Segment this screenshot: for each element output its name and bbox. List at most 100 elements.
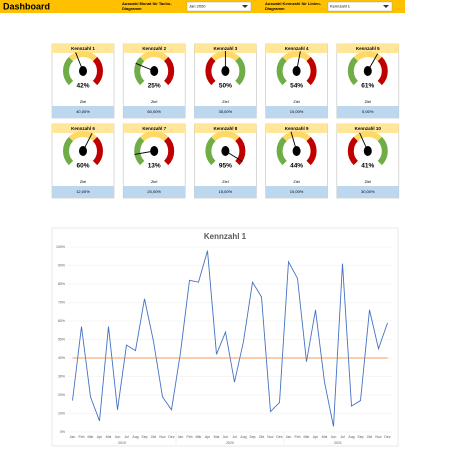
gauge-caption: Ziel — [293, 99, 300, 104]
gauge-title-bar — [265, 124, 328, 133]
x-tick-label: Aug — [348, 435, 354, 439]
y-tick-label: 10% — [58, 411, 65, 415]
gauge-target-bar — [336, 186, 399, 198]
y-tick-label: 80% — [58, 282, 65, 286]
gauge-segment — [276, 136, 287, 166]
x-tick-label: Apr — [205, 435, 211, 439]
gauge-segment — [353, 51, 382, 62]
gauge-segment — [134, 136, 145, 166]
gauge-segment — [163, 136, 175, 166]
x-tick-label: Jun — [115, 435, 121, 439]
gauge-hub — [221, 146, 230, 156]
gauge-segment — [282, 131, 311, 142]
gauge-segment — [353, 131, 382, 142]
x-tick-label: Feb — [186, 435, 192, 439]
gauge-target-bar — [123, 186, 186, 198]
x-tick-label: Jul — [340, 435, 345, 439]
gauge-title-bar — [194, 44, 257, 53]
chart-frame — [51, 227, 399, 447]
gauge-value: 41% — [361, 163, 374, 170]
x-tick-label: Aug — [132, 435, 138, 439]
dropdown-value: Kennzahl 1 — [330, 4, 351, 9]
gauge-title-bar — [265, 44, 328, 53]
gauge-hub — [221, 66, 230, 76]
x-tick-label: Jun — [223, 435, 229, 439]
x-tick-label: Jun — [331, 435, 337, 439]
gauge-segment — [92, 136, 103, 166]
gauge-target: 12,00% — [76, 189, 90, 194]
gauge-target-bar — [336, 106, 399, 118]
gauge-value: 25% — [148, 83, 161, 90]
gauge-caption: Ziel — [365, 99, 372, 104]
gauge-title: Kennzahl 1 — [71, 46, 95, 51]
dropdown[interactable] — [327, 1, 393, 12]
y-tick-label: 100% — [56, 245, 65, 249]
gauge-target-bar — [265, 106, 328, 118]
gauge-title-bar — [194, 124, 257, 133]
gauge-segment — [306, 136, 317, 166]
gauge-title: Kennzahl 7 — [142, 126, 166, 131]
gauge-value: 61% — [361, 83, 374, 90]
gauge-target: 30,00% — [361, 189, 375, 194]
gauge-target: 10,00% — [290, 189, 304, 194]
header-title: Dashboard — [3, 1, 50, 11]
gauge-title-bar — [123, 124, 186, 133]
x-tick-label: Dez — [168, 435, 174, 439]
dropdown[interactable] — [186, 1, 252, 12]
gauge-hub — [363, 146, 372, 156]
gauge-caption: Ziel — [222, 179, 229, 184]
x-tick-label: Jan — [286, 435, 292, 439]
x-tick-label: Mär — [87, 435, 94, 439]
gauge-hub — [150, 146, 159, 156]
x-tick-label: Okt — [151, 435, 156, 439]
gauge-target: 20,00% — [147, 189, 161, 194]
y-tick-label: 20% — [58, 393, 65, 397]
gauge-target-bar — [52, 186, 114, 198]
gauge-target-bar — [52, 106, 114, 118]
y-tick-label: 40% — [58, 356, 65, 360]
gauge-segment — [276, 56, 287, 86]
gauge-segment — [347, 56, 359, 86]
x-group-label: 2019 — [118, 441, 126, 445]
x-tick-label: Mär — [195, 435, 202, 439]
x-tick-label: Sep — [357, 435, 363, 439]
gauge-segment — [347, 136, 359, 166]
x-tick-label: Sep — [249, 435, 255, 439]
gauge-segment — [163, 56, 175, 86]
y-tick-label: 70% — [58, 300, 65, 304]
gauge-title-bar — [52, 124, 114, 133]
x-tick-label: Apr — [313, 435, 319, 439]
gauge-card — [194, 123, 257, 199]
gauge-segment — [211, 131, 240, 142]
gauge-segment — [205, 136, 216, 166]
gauge-segment — [140, 51, 169, 62]
gauge-title: Kennzahl 3 — [214, 46, 238, 51]
gauge-target: 15,00% — [219, 189, 233, 194]
gauge-hub — [292, 66, 301, 76]
selector-label: Auswahl Monat für Tacho- — [122, 1, 172, 6]
gauge-title: Kennzahl 9 — [285, 126, 309, 131]
gauge-value: 42% — [76, 83, 89, 90]
x-tick-label: Mai — [322, 435, 328, 439]
gauge-target: 40,00% — [76, 109, 90, 114]
x-tick-label: Sep — [141, 435, 147, 439]
selector-label: Diagramm — [265, 6, 285, 11]
dropdown-arrow — [242, 5, 248, 8]
selector-label: Diagramm — [122, 6, 142, 11]
gauge-title: Kennzahl 2 — [142, 46, 166, 51]
series-line — [72, 250, 388, 427]
gauge-segment — [306, 56, 317, 86]
gauge-caption: Ziel — [293, 179, 300, 184]
x-tick-label: Apr — [97, 435, 103, 439]
x-tick-label: Okt — [367, 435, 372, 439]
gauge-value: 50% — [219, 83, 232, 90]
gauge-hub — [79, 146, 87, 156]
gauge-segment — [63, 56, 74, 86]
gauge-title-bar — [123, 44, 186, 53]
gauge-segment — [377, 56, 388, 86]
gauge-segment — [92, 56, 103, 86]
y-tick-label: 60% — [58, 319, 65, 323]
gauge-target-bar — [194, 186, 257, 198]
x-tick-label: Mai — [214, 435, 220, 439]
x-tick-label: Jan — [70, 435, 76, 439]
